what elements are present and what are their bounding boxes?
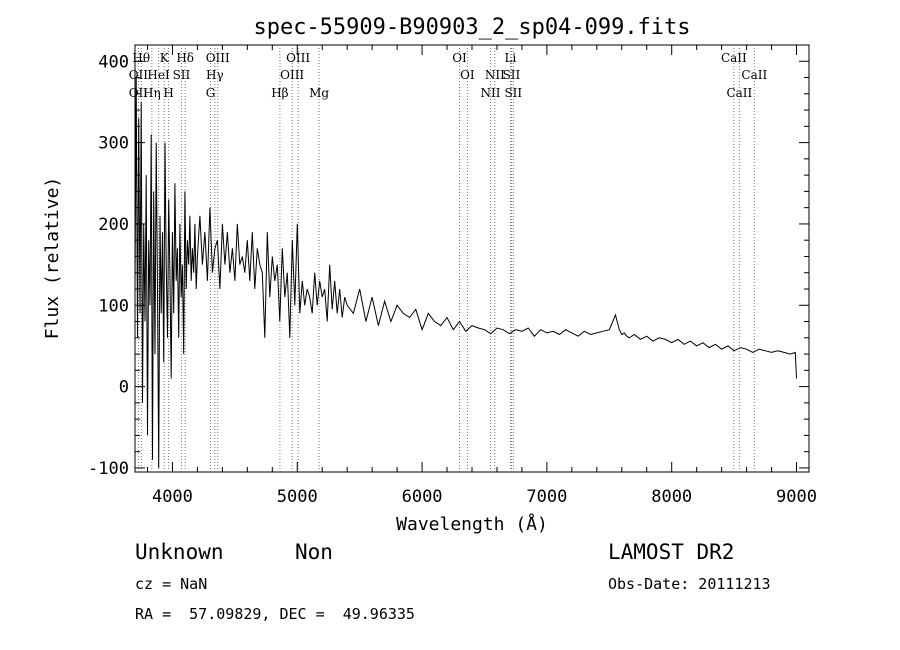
class-label: Unknown bbox=[135, 540, 224, 564]
line-label-0: Hθ bbox=[132, 51, 150, 65]
x-tick-label-3: 7000 bbox=[526, 487, 567, 507]
line-label-4: OIII bbox=[286, 51, 310, 65]
line-label-15: SII bbox=[503, 68, 521, 82]
line-label-20: G bbox=[206, 86, 216, 100]
line-label-25: CaII bbox=[726, 86, 752, 100]
line-label-9: HeI bbox=[147, 68, 170, 82]
line-label-19: H bbox=[163, 86, 173, 100]
y-tick-label-3: 200 bbox=[98, 215, 129, 235]
line-label-14: NII bbox=[485, 68, 505, 82]
y-tick-label-4: 300 bbox=[98, 134, 129, 154]
x-tick-label-4: 8000 bbox=[651, 487, 692, 507]
line-label-12: OIII bbox=[280, 68, 304, 82]
flux-series-line bbox=[134, 77, 797, 468]
line-label-24: SII bbox=[504, 86, 522, 100]
x-axis-label: Wavelength (Å) bbox=[396, 513, 548, 535]
line-label-8: OII bbox=[129, 68, 149, 82]
coordinates: RA = 57.09829, DEC = 49.96335 bbox=[135, 605, 415, 623]
line-label-18: Hη bbox=[143, 86, 161, 100]
y-tick-label-5: 400 bbox=[98, 52, 129, 72]
subclass-label: Non bbox=[295, 540, 333, 564]
line-label-16: CaII bbox=[741, 68, 767, 82]
line-label-2: Hδ bbox=[176, 51, 194, 65]
line-label-13: OI bbox=[460, 68, 475, 82]
y-tick-label-2: 100 bbox=[98, 296, 129, 316]
y-tick-label-0: -100 bbox=[88, 459, 129, 479]
x-tick-label-2: 6000 bbox=[402, 487, 443, 507]
obs-date: Obs-Date: 20111213 bbox=[608, 575, 771, 593]
line-label-21: Hβ bbox=[271, 86, 288, 100]
line-label-11: Hγ bbox=[206, 68, 224, 82]
chart-title: spec-55909-B90903_2_sp04-099.fits bbox=[253, 15, 690, 40]
x-tick-label-0: 4000 bbox=[152, 487, 193, 507]
line-label-5: OI bbox=[452, 51, 467, 65]
line-label-17: OII bbox=[129, 86, 149, 100]
x-tick-label-5: 9000 bbox=[776, 487, 817, 507]
x-tick-label-1: 5000 bbox=[277, 487, 318, 507]
x-axis: 4000 5000 6000 7000 8000 9000 bbox=[146, 45, 817, 507]
y-axis: -100 0 100 200 300 400 bbox=[88, 52, 809, 479]
line-label-7: CaII bbox=[721, 51, 747, 65]
line-label-23: NII bbox=[480, 86, 500, 100]
line-label-1: K bbox=[160, 51, 170, 65]
reference-lines bbox=[137, 45, 755, 472]
cz-value: cz = NaN bbox=[135, 575, 208, 593]
line-label-3: OIII bbox=[206, 51, 230, 65]
y-axis-label: Flux (relative) bbox=[42, 177, 63, 340]
y-tick-label-1: 0 bbox=[119, 378, 129, 398]
line-label-10: SII bbox=[173, 68, 191, 82]
line-label-22: Mg bbox=[309, 86, 329, 100]
line-label-6: Li bbox=[505, 51, 517, 65]
survey-label: LAMOST DR2 bbox=[608, 540, 735, 564]
